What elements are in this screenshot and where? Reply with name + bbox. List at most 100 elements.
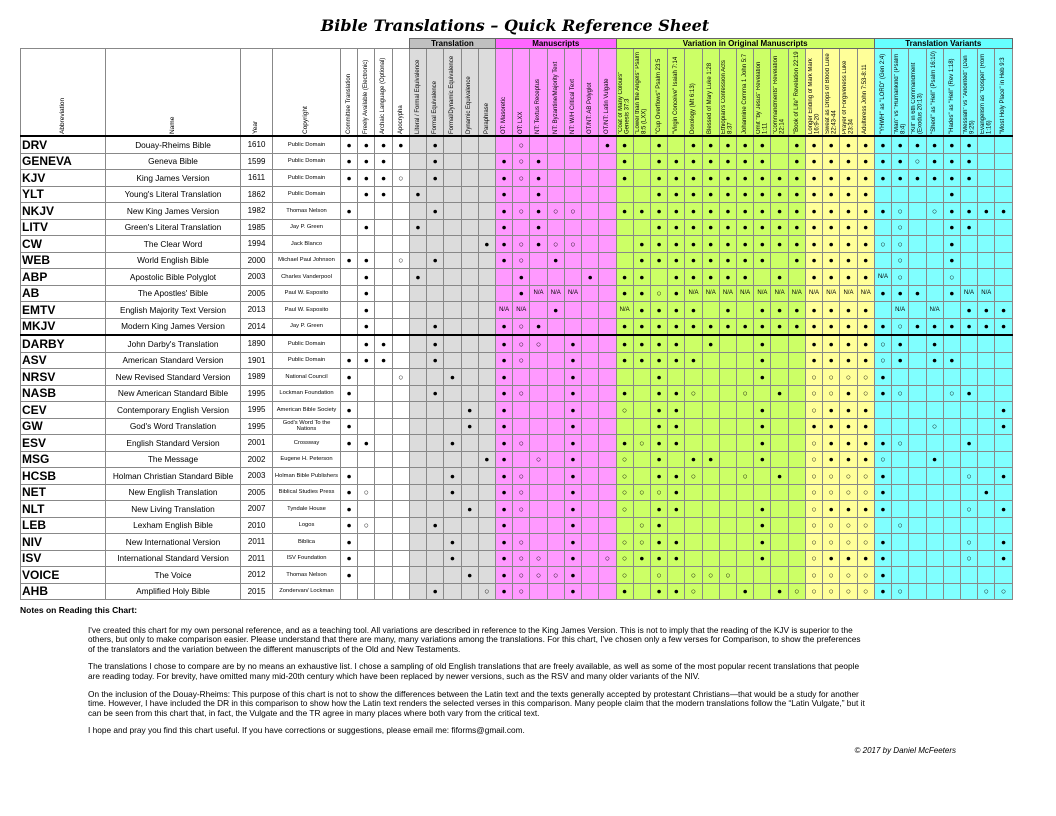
column-label: Paraphrase [483, 102, 490, 134]
mark-cell: ● [649, 351, 669, 369]
mark-cell [891, 450, 910, 468]
mark-cell: ● [339, 135, 359, 154]
translation-name: International Standard Version [105, 549, 241, 567]
mark-cell: ● [753, 235, 772, 253]
mark-cell [477, 169, 496, 187]
year: 2007 [240, 500, 273, 518]
mark-cell: ● [718, 268, 738, 286]
mark-cell [460, 169, 479, 187]
mark-cell [977, 334, 996, 353]
mark-cell: ● [667, 251, 686, 269]
mark-cell: ● [494, 368, 514, 386]
mark-cell [339, 268, 359, 286]
mark-cell: ○ [891, 235, 910, 253]
mark-cell: ● [839, 417, 858, 435]
column-header: "Man" vs "Humankind" (Psalm 8:4) [891, 48, 910, 137]
mark-cell [339, 450, 359, 468]
mark-cell [959, 334, 979, 353]
mark-cell: ● [632, 317, 651, 336]
mark-cell: ● [563, 549, 583, 567]
mark-cell [546, 434, 565, 452]
mark-cell: ● [460, 417, 479, 435]
copyright: Thomas Nelson [272, 566, 341, 584]
mark-cell: ● [563, 434, 583, 452]
mark-cell: ● [822, 202, 841, 220]
column-label: "Virgin Conceive" Isaiah 7:14 [673, 56, 680, 134]
mark-cell: ○ [804, 368, 824, 386]
copyright: American Bible Society [272, 401, 341, 419]
year: 2011 [240, 533, 273, 551]
mark-cell [426, 417, 445, 435]
mark-cell: ● [357, 135, 376, 154]
mark-cell [460, 334, 479, 353]
mark-cell: ○ [804, 549, 824, 567]
mark-cell [701, 301, 720, 319]
mark-cell [598, 218, 617, 236]
mark-cell: ● [839, 549, 858, 567]
column-label: Prayer of Forgiveness Luke 23:34 [841, 60, 855, 134]
mark-cell [908, 218, 927, 236]
mark-cell [873, 301, 893, 319]
year: 2003 [240, 268, 273, 286]
mark-cell [994, 334, 1013, 353]
copyright: Lockman Foundation [272, 384, 341, 402]
mark-cell: ● [770, 169, 789, 187]
year: 1985 [240, 218, 273, 236]
group-header: Translation Variants [873, 38, 1013, 49]
mark-cell [718, 368, 738, 386]
mark-cell [632, 169, 651, 187]
abbreviation: GW [20, 417, 106, 435]
mark-cell: ● [925, 135, 944, 154]
mark-cell: ● [770, 268, 789, 286]
translation-row: MSG The Message 2002 Eugene H. Peterson ● ● ○ ●… [20, 450, 1013, 468]
mark-cell: ○ [959, 549, 979, 567]
mark-cell: ● [770, 384, 789, 402]
mark-cell: ● [856, 500, 875, 518]
mark-cell [391, 152, 410, 170]
translation-name: New American Standard Bible [105, 384, 241, 402]
mark-cell: ○ [529, 566, 548, 584]
mark-cell [994, 235, 1013, 253]
mark-cell [339, 218, 359, 236]
translation-name: The Voice [105, 566, 241, 584]
mark-cell: ● [615, 351, 634, 369]
mark-cell [977, 135, 996, 154]
mark-cell [736, 516, 755, 534]
mark-cell [546, 351, 565, 369]
translation-row: NRSV New Revised Standard Version 1989 Nati… [20, 368, 1013, 386]
mark-cell: ● [494, 467, 514, 485]
mark-cell: ○ [357, 516, 376, 534]
column-header: Omit "by Jesus" Revelation 1:11 [753, 48, 772, 137]
mark-cell: ● [701, 135, 720, 154]
mark-cell [908, 417, 927, 435]
mark-cell: ● [563, 533, 583, 551]
mark-cell: ○ [512, 152, 531, 170]
mark-cell: ● [839, 135, 858, 154]
mark-cell [443, 582, 462, 600]
mark-cell [408, 516, 428, 534]
column-header: Doxology (Mt 6:13) [684, 48, 703, 137]
mark-cell: ● [563, 483, 583, 501]
mark-cell [684, 549, 703, 567]
mark-cell [443, 301, 462, 319]
column-header: Longer Ending of Mark Mark 16:9-20 [804, 48, 824, 137]
abbreviation: HCSB [20, 467, 106, 485]
mark-cell: ● [908, 169, 927, 187]
group-row: Translation Manuscripts Variation in Origi… [21, 38, 1013, 49]
mark-cell: ● [770, 301, 789, 319]
mark-cell [718, 500, 738, 518]
mark-cell [787, 500, 806, 518]
mark-cell: ● [701, 218, 720, 236]
mark-cell [563, 268, 583, 286]
abbreviation: WEB [20, 251, 106, 269]
mark-cell [908, 533, 927, 551]
mark-cell: ● [753, 317, 772, 336]
mark-cell: ● [615, 268, 634, 286]
mark-cell: ● [822, 434, 841, 452]
mark-cell: ● [667, 533, 686, 551]
mark-cell: ● [667, 202, 686, 220]
mark-cell: N/A [822, 284, 841, 302]
mark-cell [598, 582, 617, 600]
mark-cell [426, 467, 445, 485]
mark-cell [994, 284, 1013, 302]
